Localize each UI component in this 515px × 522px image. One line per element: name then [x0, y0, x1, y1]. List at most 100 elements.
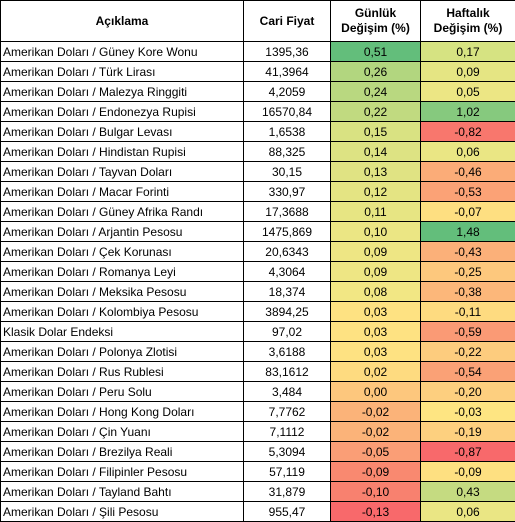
row-weekly-change: -0,43	[421, 242, 515, 262]
row-description: Amerikan Doları / Peru Solu	[1, 382, 244, 402]
header-daily-line1: Günlük	[335, 6, 416, 21]
row-weekly-change: -0,07	[421, 202, 515, 222]
header-daily-change: Günlük Değişim (%)	[331, 1, 421, 42]
row-current-price: 97,02	[244, 322, 331, 342]
row-weekly-change: -0,53	[421, 182, 515, 202]
row-current-price: 31,879	[244, 482, 331, 502]
header-weekly-change: Haftalık Değişim (%)	[421, 1, 515, 42]
row-weekly-change: 0,09	[421, 62, 515, 82]
row-weekly-change: 0,05	[421, 82, 515, 102]
row-current-price: 30,15	[244, 162, 331, 182]
row-weekly-change: -0,11	[421, 302, 515, 322]
row-daily-change: 0,14	[331, 142, 421, 162]
row-current-price: 3,484	[244, 382, 331, 402]
row-daily-change: 0,08	[331, 282, 421, 302]
row-description: Amerikan Doları / Filipinler Pesosu	[1, 462, 244, 482]
row-weekly-change: -0,59	[421, 322, 515, 342]
row-description: Amerikan Doları / Meksika Pesosu	[1, 282, 244, 302]
row-daily-change: 0,22	[331, 102, 421, 122]
row-weekly-change: -0,22	[421, 342, 515, 362]
header-daily-line2: Değişim (%)	[335, 21, 416, 36]
row-description: Amerikan Doları / Brezilya Reali	[1, 442, 244, 462]
row-weekly-change: 0,43	[421, 482, 515, 502]
row-description: Amerikan Doları / Romanya Leyi	[1, 262, 244, 282]
row-weekly-change: -0,03	[421, 402, 515, 422]
row-weekly-change: -0,09	[421, 462, 515, 482]
row-current-price: 1475,869	[244, 222, 331, 242]
row-weekly-change: -0,82	[421, 122, 515, 142]
header-description: Açıklama	[1, 1, 244, 42]
row-weekly-change: -0,87	[421, 442, 515, 462]
row-current-price: 41,3964	[244, 62, 331, 82]
row-current-price: 4,2059	[244, 82, 331, 102]
row-description: Amerikan Doları / Rus Rublesi	[1, 362, 244, 382]
row-current-price: 7,1112	[244, 422, 331, 442]
row-description: Amerikan Doları / Şili Pesosu	[1, 502, 244, 522]
row-current-price: 57,119	[244, 462, 331, 482]
row-daily-change: -0,09	[331, 462, 421, 482]
row-description: Amerikan Doları / Tayvan Doları	[1, 162, 244, 182]
row-weekly-change: -0,25	[421, 262, 515, 282]
header-weekly-line1: Haftalık	[425, 6, 511, 21]
row-weekly-change: 0,06	[421, 142, 515, 162]
row-daily-change: 0,03	[331, 342, 421, 362]
row-weekly-change: -0,46	[421, 162, 515, 182]
row-daily-change: 0,10	[331, 222, 421, 242]
row-description: Amerikan Doları / Güney Afrika Randı	[1, 202, 244, 222]
row-daily-change: 0,24	[331, 82, 421, 102]
row-current-price: 20,6343	[244, 242, 331, 262]
row-daily-change: 0,09	[331, 242, 421, 262]
row-daily-change: 0,26	[331, 62, 421, 82]
row-current-price: 955,47	[244, 502, 331, 522]
row-daily-change: 0,13	[331, 162, 421, 182]
row-description: Amerikan Doları / Türk Lirası	[1, 62, 244, 82]
row-description: Amerikan Doları / Çek Korunası	[1, 242, 244, 262]
row-daily-change: 0,09	[331, 262, 421, 282]
row-description: Amerikan Doları / Malezya Ringgiti	[1, 82, 244, 102]
row-daily-change: 0,03	[331, 302, 421, 322]
row-current-price: 88,325	[244, 142, 331, 162]
row-weekly-change: -0,19	[421, 422, 515, 442]
row-weekly-change: 1,48	[421, 222, 515, 242]
row-description: Amerikan Doları / Hong Kong Doları	[1, 402, 244, 422]
row-daily-change: 0,51	[331, 42, 421, 62]
row-daily-change: -0,02	[331, 422, 421, 442]
row-current-price: 5,3094	[244, 442, 331, 462]
row-weekly-change: 1,02	[421, 102, 515, 122]
row-description: Amerikan Doları / Bulgar Levası	[1, 122, 244, 142]
row-daily-change: 0,11	[331, 202, 421, 222]
row-weekly-change: 0,17	[421, 42, 515, 62]
row-description: Klasik Dolar Endeksi	[1, 322, 244, 342]
row-current-price: 4,3064	[244, 262, 331, 282]
row-daily-change: 0,02	[331, 362, 421, 382]
row-daily-change: 0,00	[331, 382, 421, 402]
header-weekly-line2: Değişim (%)	[425, 21, 511, 36]
row-current-price: 16570,84	[244, 102, 331, 122]
row-current-price: 1395,36	[244, 42, 331, 62]
row-description: Amerikan Doları / Kolombiya Pesosu	[1, 302, 244, 322]
row-current-price: 3894,25	[244, 302, 331, 322]
row-current-price: 1,6538	[244, 122, 331, 142]
